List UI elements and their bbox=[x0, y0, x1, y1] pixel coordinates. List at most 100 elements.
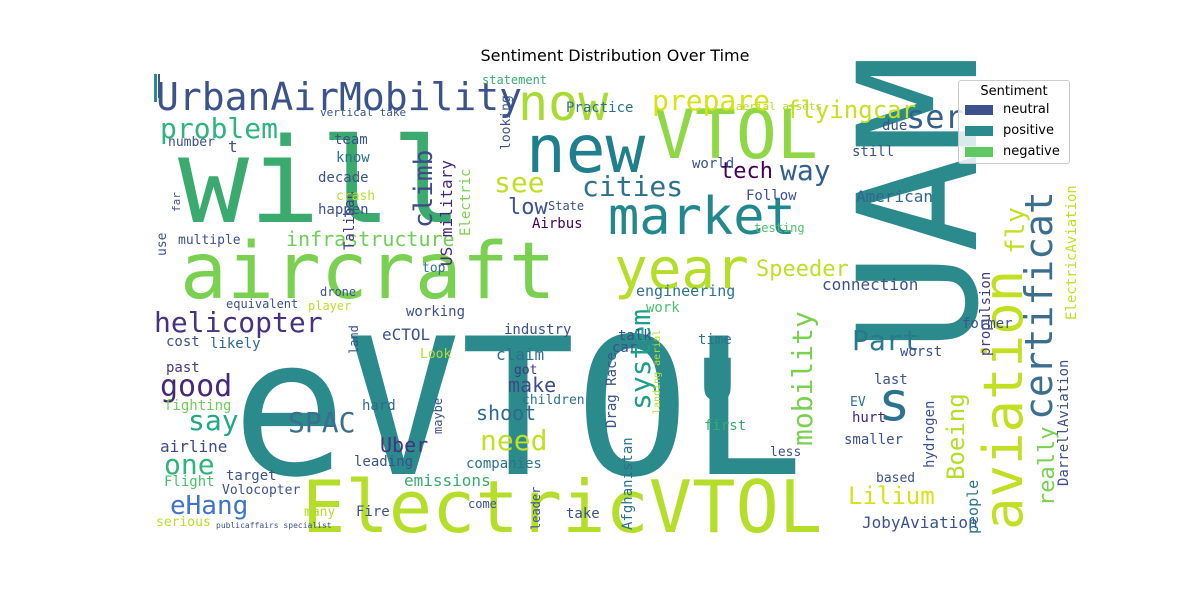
legend-title: Sentiment bbox=[980, 84, 1048, 99]
word-based: based bbox=[876, 471, 915, 486]
word-number: number bbox=[168, 135, 215, 150]
word-certificat: certificat bbox=[1017, 191, 1061, 420]
word-evtol: eVTOL bbox=[232, 298, 804, 519]
word-urbanairmobility: UrbanAirMobility bbox=[156, 75, 522, 119]
word-jobyaviation: JobyAviation bbox=[862, 513, 978, 532]
word-american: American bbox=[856, 187, 933, 206]
word-boeing: Boeing bbox=[942, 393, 970, 480]
word-happen: happen bbox=[318, 202, 369, 218]
word-working: working bbox=[406, 304, 465, 320]
word-car: car bbox=[612, 340, 637, 356]
word-cities: cities bbox=[582, 170, 683, 203]
word-work: work bbox=[646, 300, 680, 316]
word-leading: leading bbox=[354, 454, 413, 470]
word-take: take bbox=[566, 506, 600, 522]
word-us-military: US military bbox=[437, 160, 456, 266]
word-former: former bbox=[962, 316, 1013, 332]
word-afghanistan: Afghanistan bbox=[620, 437, 636, 530]
word-problem: problem bbox=[160, 112, 278, 145]
word-crash: crash bbox=[336, 189, 375, 204]
word-children: children bbox=[522, 393, 585, 408]
word-look: Look bbox=[420, 347, 451, 362]
word-top: top bbox=[422, 261, 446, 276]
word-prepare: prepare bbox=[652, 84, 770, 117]
word-publicaffairs-specialist: publicaffairs specialist bbox=[216, 521, 332, 530]
word-darrellaviation: DarrellAviation bbox=[1056, 360, 1072, 486]
word-practice: Practice bbox=[566, 100, 633, 116]
word-maybe: maybe bbox=[431, 398, 445, 434]
word-equivalent: equivalent bbox=[226, 297, 298, 311]
word-last: last bbox=[874, 372, 908, 388]
word-land: land bbox=[347, 325, 361, 354]
chart-title: Sentiment Distribution Over Time bbox=[480, 46, 750, 65]
word-cost: cost bbox=[166, 334, 200, 350]
word-climb: climb bbox=[409, 150, 439, 228]
word-world: world bbox=[692, 156, 734, 172]
word-smaller: smaller bbox=[844, 432, 903, 448]
word-s: s bbox=[878, 370, 911, 433]
word-know: know bbox=[336, 150, 370, 166]
word-fighting: fighting bbox=[164, 398, 231, 414]
word-part: Part bbox=[852, 324, 919, 357]
word-fire: Fire bbox=[356, 504, 390, 520]
word-vtol: VTOL bbox=[654, 96, 818, 175]
legend-swatch-positive bbox=[965, 125, 993, 136]
word-looking: looking bbox=[499, 95, 514, 150]
word-year: year bbox=[614, 237, 749, 302]
word-many: many bbox=[304, 505, 335, 520]
word-ehang: eHang bbox=[170, 491, 248, 521]
word-statement: statement bbox=[482, 73, 547, 87]
word-ser: ser bbox=[906, 98, 964, 136]
word-ev: EV bbox=[850, 395, 866, 410]
word-first: first bbox=[704, 418, 746, 434]
word-now: now bbox=[518, 74, 609, 132]
word-tech: tech bbox=[720, 159, 773, 184]
word-new: new bbox=[526, 111, 645, 188]
word-hurt: hurt bbox=[852, 410, 886, 426]
word-far: far bbox=[170, 192, 183, 212]
legend-entry-negative: negative bbox=[965, 141, 1069, 162]
legend-swatch-neutral bbox=[965, 104, 993, 115]
word-electricaviation: ElectricAviation bbox=[1064, 185, 1080, 320]
word-volocopter: Volocopter bbox=[222, 483, 300, 498]
word-industry: industry bbox=[504, 322, 571, 338]
word-leader: leader bbox=[529, 487, 543, 530]
word-target: target bbox=[226, 468, 277, 484]
word-hard: hard bbox=[362, 398, 396, 414]
word-say: say bbox=[188, 404, 239, 437]
word-will: will bbox=[178, 112, 462, 250]
cloud-fragment-1 bbox=[158, 74, 160, 98]
word-worst: worst bbox=[900, 344, 942, 360]
word-shoot: shoot bbox=[476, 401, 536, 425]
word-follow: Follow bbox=[746, 188, 797, 204]
word-decade: decade bbox=[318, 170, 369, 186]
word-see: see bbox=[494, 166, 545, 199]
legend-swatch-negative bbox=[965, 146, 993, 157]
word-connection: connection bbox=[822, 275, 918, 294]
legend-label-positive: positive bbox=[1003, 123, 1054, 138]
word-companies: companies bbox=[466, 456, 542, 472]
word-mobility: mobility bbox=[786, 311, 819, 446]
word-infrastructure: infrastructure bbox=[286, 227, 455, 251]
word-really: really bbox=[1035, 427, 1060, 506]
word-good: good bbox=[160, 369, 232, 404]
word-still: still bbox=[852, 144, 894, 160]
word-team: team bbox=[334, 132, 368, 148]
word-fly: fly bbox=[1001, 207, 1031, 254]
word-helicopter: helicopter bbox=[154, 306, 323, 339]
word-u: U bbox=[700, 346, 735, 414]
word-vertical-take: vertical take bbox=[320, 106, 406, 119]
word-airline: airline bbox=[160, 437, 227, 456]
word-market: market bbox=[608, 187, 796, 247]
word-one: one bbox=[164, 448, 215, 481]
word-aviation: aviation bbox=[972, 270, 1035, 530]
word-electric: Electric bbox=[458, 169, 474, 236]
word-hydrogen: hydrogen bbox=[922, 401, 938, 468]
word-state: State bbox=[548, 199, 584, 213]
word-player: player bbox=[308, 299, 351, 313]
legend: Sentiment neutral positive negative bbox=[958, 80, 1070, 164]
word-time: time bbox=[698, 332, 732, 348]
word-way: way bbox=[780, 154, 831, 187]
word-need: need bbox=[480, 424, 547, 457]
